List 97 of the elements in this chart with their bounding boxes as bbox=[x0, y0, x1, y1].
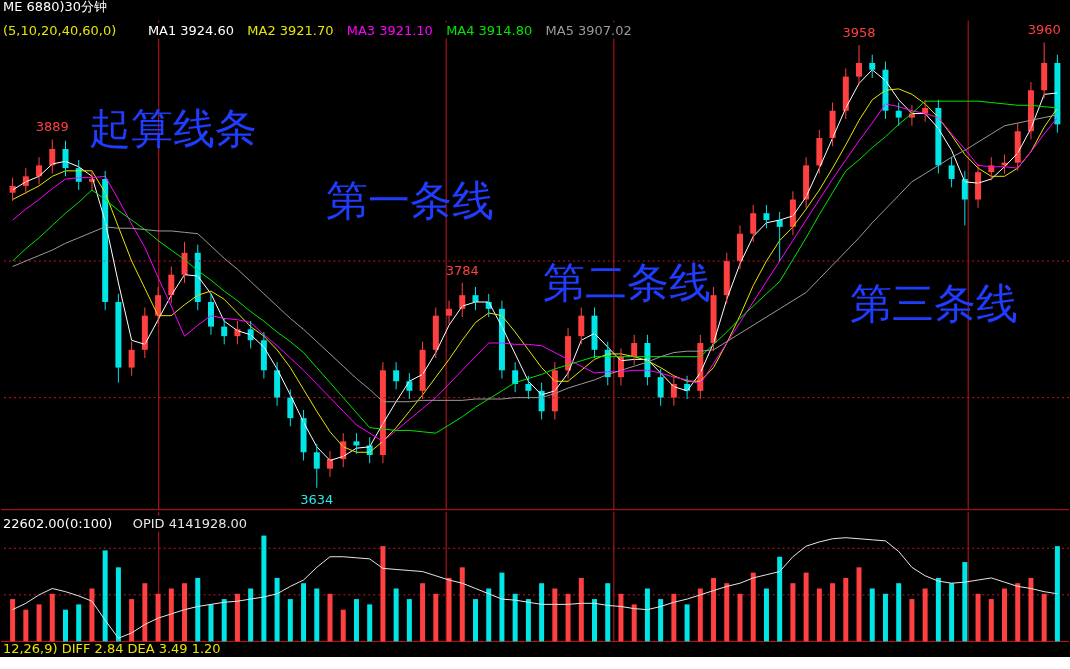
legend-title: (5,10,20,40,60,0) bbox=[2, 22, 117, 38]
bar bbox=[737, 593, 743, 642]
bar bbox=[353, 599, 359, 642]
bar bbox=[142, 583, 148, 642]
bar bbox=[314, 588, 320, 642]
bar bbox=[869, 588, 875, 642]
bar bbox=[935, 577, 941, 642]
bar bbox=[208, 604, 214, 642]
bar bbox=[644, 588, 650, 642]
bar bbox=[89, 588, 95, 642]
bar bbox=[459, 567, 465, 642]
bar bbox=[115, 567, 121, 642]
bar bbox=[472, 599, 478, 642]
bar bbox=[433, 593, 439, 642]
bar bbox=[565, 593, 571, 642]
bar bbox=[301, 583, 307, 642]
bar bbox=[49, 593, 55, 642]
annotation: 3784 bbox=[445, 262, 479, 278]
bar bbox=[168, 588, 174, 642]
annotation: 3634 bbox=[300, 491, 334, 507]
bar bbox=[684, 604, 690, 642]
bar bbox=[393, 588, 399, 642]
bar bbox=[274, 577, 280, 642]
bar bbox=[618, 593, 624, 642]
bar bbox=[327, 593, 333, 642]
bar bbox=[221, 599, 227, 642]
text: MA3 3921.10 bbox=[346, 22, 433, 38]
bar bbox=[975, 593, 981, 642]
bar bbox=[380, 546, 386, 642]
bar bbox=[552, 588, 558, 642]
bar bbox=[1041, 593, 1047, 642]
bar bbox=[631, 604, 637, 642]
bar bbox=[367, 604, 373, 642]
bar bbox=[261, 535, 267, 642]
bar bbox=[1002, 588, 1007, 642]
bar bbox=[420, 583, 426, 642]
bar bbox=[23, 609, 29, 642]
bar bbox=[909, 599, 915, 642]
text: MA4 3914.80 bbox=[446, 22, 533, 38]
annotation: 3958 bbox=[842, 25, 876, 41]
bar bbox=[129, 599, 135, 642]
bar bbox=[287, 599, 293, 642]
bar bbox=[605, 583, 611, 642]
text: MA1 3924.60 bbox=[147, 22, 234, 38]
bar bbox=[949, 583, 955, 642]
text: ME 6880)30分钟 bbox=[2, 0, 108, 14]
bar bbox=[539, 583, 545, 642]
bar bbox=[816, 588, 822, 642]
bar bbox=[1015, 583, 1021, 642]
bar bbox=[763, 588, 769, 642]
bar bbox=[340, 609, 346, 642]
text: MA5 3907.02 bbox=[545, 22, 632, 38]
annotation: 第三条线 bbox=[850, 279, 1019, 329]
bar bbox=[988, 599, 994, 642]
annotation: 12,26,9) DIFF 2.84 DEA 3.49 1.20 bbox=[2, 641, 221, 657]
annotation: 第二条线 bbox=[542, 258, 711, 308]
bar bbox=[830, 583, 836, 642]
bar bbox=[592, 599, 598, 642]
bar bbox=[486, 588, 492, 642]
bar bbox=[234, 593, 240, 642]
bar bbox=[525, 599, 531, 642]
bar bbox=[36, 604, 42, 642]
bar bbox=[578, 577, 584, 642]
annotation: 第一条线 bbox=[326, 176, 495, 226]
bar bbox=[711, 577, 717, 642]
bar bbox=[671, 593, 677, 642]
bar bbox=[182, 583, 188, 642]
bar bbox=[1054, 546, 1060, 642]
bar bbox=[406, 599, 412, 642]
bar bbox=[248, 588, 254, 642]
bar bbox=[499, 572, 505, 642]
bar bbox=[843, 577, 849, 642]
text: MA2 3921.70 bbox=[247, 22, 334, 38]
annotation: 3889 bbox=[35, 119, 69, 135]
bar bbox=[102, 550, 108, 642]
bar bbox=[896, 583, 902, 642]
bar bbox=[63, 609, 68, 642]
text: OPID 4141928.00 bbox=[132, 515, 248, 531]
bar bbox=[777, 556, 783, 642]
bar bbox=[697, 588, 703, 642]
bar bbox=[658, 599, 664, 642]
bar bbox=[803, 572, 809, 642]
bar bbox=[512, 593, 518, 642]
bar bbox=[195, 577, 201, 642]
bar bbox=[856, 567, 862, 642]
bar bbox=[962, 562, 968, 642]
bar bbox=[76, 604, 82, 642]
bar bbox=[882, 593, 888, 642]
bar bbox=[750, 572, 756, 642]
annotation: 3960 bbox=[1027, 22, 1061, 38]
bar bbox=[790, 583, 796, 642]
bar bbox=[10, 599, 16, 642]
text: 22602.00(0:100) bbox=[2, 515, 113, 531]
bar bbox=[1028, 577, 1034, 642]
bar bbox=[922, 588, 928, 642]
bar bbox=[724, 583, 730, 642]
bar bbox=[446, 577, 452, 642]
